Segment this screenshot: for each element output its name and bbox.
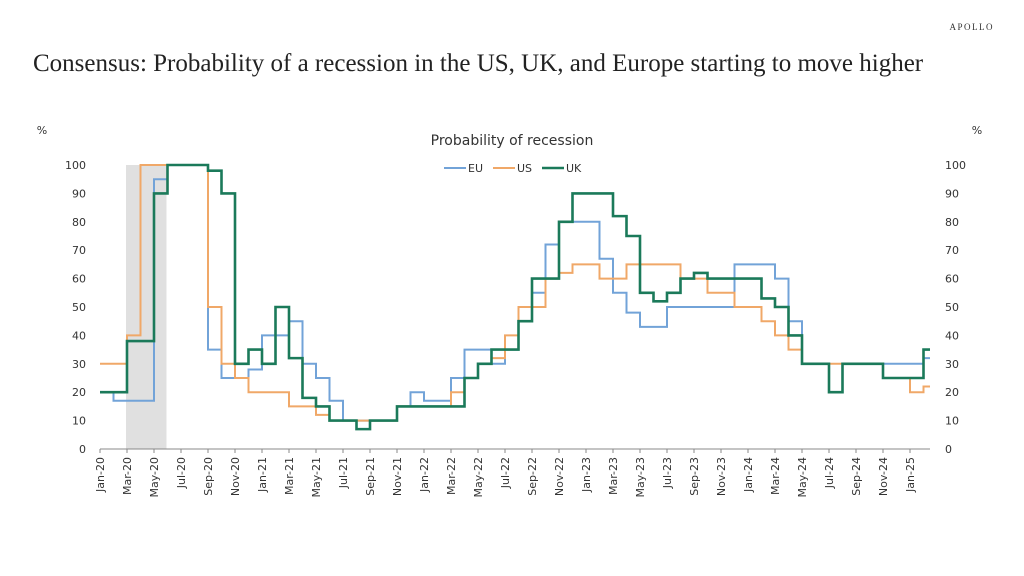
series-line-uk — [100, 163, 930, 431]
x-tick-label: May-23 — [634, 457, 647, 498]
x-tick-label: Mar-20 — [121, 457, 134, 495]
y-tick-label-left: 50 — [72, 301, 86, 314]
x-tick-label: May-22 — [472, 457, 485, 498]
legend-label-us: US — [517, 162, 532, 175]
x-tick-label: Jan-22 — [418, 457, 431, 493]
legend: EU US UK — [444, 162, 582, 175]
recession-shading — [126, 165, 167, 449]
x-tick-label: Jul-21 — [337, 457, 350, 489]
y-tick-label-left: 40 — [72, 329, 86, 342]
x-tick-label: Sep-22 — [526, 457, 539, 496]
y-tick-label-left: 10 — [72, 415, 86, 428]
y-tick-label-left: 80 — [72, 216, 86, 229]
brand-logo: APOLLO — [949, 22, 994, 32]
x-tick-label: Nov-22 — [553, 457, 566, 496]
y-tick-label-left: 20 — [72, 386, 86, 399]
y-tick-label-right: 40 — [945, 329, 959, 342]
x-tick-label: Mar-21 — [283, 457, 296, 495]
x-tick-label: Nov-21 — [391, 457, 404, 496]
x-tick-label: Jan-24 — [742, 457, 755, 493]
right-axis-unit: % — [972, 124, 982, 137]
y-tick-label-left: 100 — [65, 159, 86, 172]
right-y-axis: 0 10 20 30 40 50 60 70 80 90 100 — [945, 159, 966, 456]
y-tick-label-right: 100 — [945, 159, 966, 172]
x-tick-label: Jan-23 — [580, 457, 593, 493]
x-tick-label: Nov-24 — [877, 457, 890, 496]
series-line-us — [100, 164, 930, 422]
y-tick-label-right: 20 — [945, 386, 959, 399]
left-y-axis: 0 10 20 30 40 50 60 70 80 90 100 — [65, 159, 86, 456]
series-line-eu — [100, 164, 930, 422]
x-tick-label: Mar-23 — [607, 457, 620, 495]
x-axis: Jan-20 Mar-20 May-20 Jul-20 Sep-20 Nov-20 Jan-… — [94, 449, 917, 498]
series-lines — [100, 163, 930, 431]
x-tick-label: May-24 — [796, 457, 809, 498]
left-axis-unit: % — [37, 124, 47, 137]
y-tick-label-right: 0 — [945, 443, 952, 456]
y-tick-label-right: 70 — [945, 244, 959, 257]
x-tick-label: Jul-20 — [175, 457, 188, 489]
x-tick-label: Jul-22 — [499, 457, 512, 489]
y-tick-label-left: 70 — [72, 244, 86, 257]
x-tick-label: May-20 — [148, 457, 161, 498]
legend-label-uk: UK — [566, 162, 582, 175]
x-tick-label: Nov-23 — [715, 457, 728, 496]
x-tick-label: Jul-23 — [661, 457, 674, 489]
y-tick-label-left: 90 — [72, 187, 86, 200]
y-tick-label-right: 60 — [945, 273, 959, 286]
x-tick-label: Jul-24 — [823, 457, 836, 489]
x-tick-label: Sep-21 — [364, 457, 377, 496]
x-tick-label: Sep-23 — [688, 457, 701, 496]
y-tick-label-right: 50 — [945, 301, 959, 314]
x-tick-label: Jan-25 — [904, 457, 917, 493]
y-tick-label-right: 80 — [945, 216, 959, 229]
y-tick-label-left: 60 — [72, 273, 86, 286]
x-tick-label: May-21 — [310, 457, 323, 498]
y-tick-label-right: 10 — [945, 415, 959, 428]
x-tick-label: Jan-20 — [94, 457, 107, 493]
x-tick-label: Sep-24 — [850, 457, 863, 496]
x-tick-label: Mar-24 — [769, 457, 782, 495]
page-title: Consensus: Probability of a recession in… — [33, 50, 924, 77]
x-tick-label: Jan-21 — [256, 457, 269, 493]
y-tick-label-left: 30 — [72, 358, 86, 371]
x-tick-label: Sep-20 — [202, 457, 215, 496]
chart-title: Probability of recession — [431, 133, 594, 149]
x-tick-label: Nov-20 — [229, 457, 242, 496]
y-tick-label-left: 0 — [79, 443, 86, 456]
y-tick-label-right: 30 — [945, 358, 959, 371]
y-tick-label-right: 90 — [945, 187, 959, 200]
x-tick-label: Mar-22 — [445, 457, 458, 495]
legend-label-eu: EU — [468, 162, 483, 175]
